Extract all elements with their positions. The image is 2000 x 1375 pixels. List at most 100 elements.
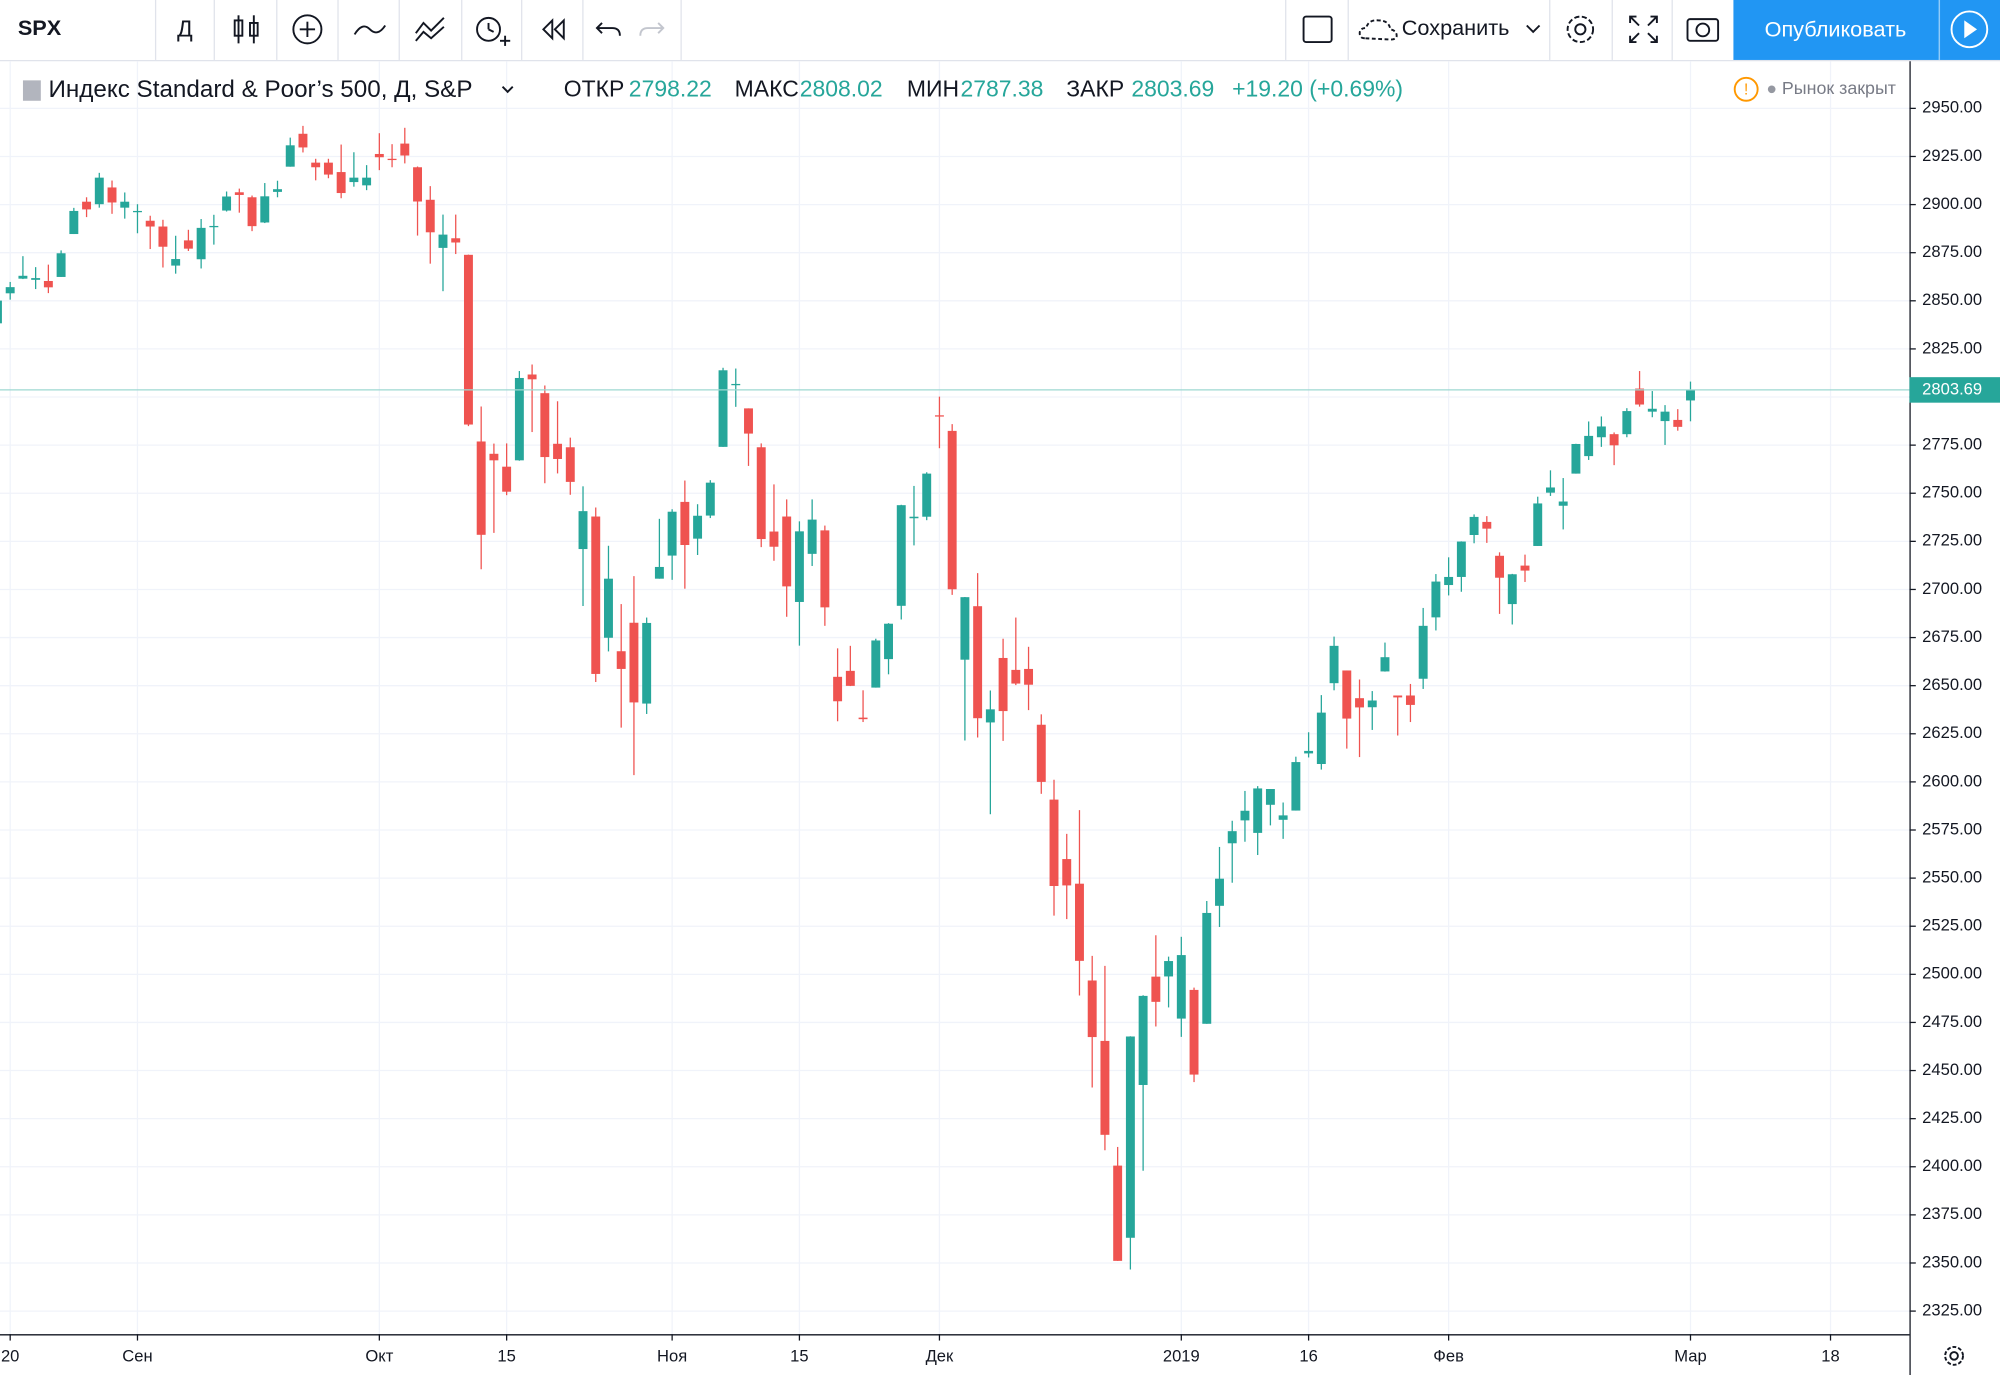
x-tick-label: Мар bbox=[1674, 1347, 1706, 1366]
high-label: МАКС bbox=[735, 76, 799, 102]
x-tick-label: 15 bbox=[497, 1347, 515, 1366]
candle-body bbox=[1227, 831, 1237, 844]
legend: Индекс Standard & Poor’s 500, Д, S&P ОТК… bbox=[22, 76, 1896, 103]
interval[interactable]: Д bbox=[177, 16, 193, 42]
candle-body bbox=[1507, 574, 1517, 605]
candle-body bbox=[896, 505, 906, 606]
grid bbox=[0, 61, 1910, 1335]
stream-icon bbox=[1950, 10, 1989, 49]
candle-body bbox=[693, 515, 703, 539]
candle-body bbox=[222, 196, 232, 211]
candles-icon[interactable] bbox=[233, 15, 259, 44]
candle-body bbox=[374, 153, 384, 158]
candle-body bbox=[1660, 411, 1670, 422]
candle-body bbox=[1635, 388, 1645, 405]
low-label: МИН bbox=[907, 76, 959, 102]
candle-body bbox=[69, 210, 79, 235]
candle-body bbox=[502, 466, 512, 492]
candle-body bbox=[744, 408, 753, 434]
candle-body bbox=[43, 280, 53, 288]
x-tick-label: 18 bbox=[1821, 1347, 1839, 1366]
last-price-box bbox=[1909, 377, 2000, 403]
candle-body bbox=[1215, 878, 1224, 906]
candle-body bbox=[922, 473, 932, 517]
redo-icon[interactable] bbox=[639, 22, 665, 36]
candle-body bbox=[1405, 695, 1415, 705]
candle-body bbox=[1686, 389, 1695, 401]
candle-body bbox=[209, 225, 219, 228]
candle-body bbox=[1367, 700, 1377, 708]
x-tick-label: Окт bbox=[365, 1347, 393, 1366]
status-icon-mark: ! bbox=[1744, 82, 1748, 99]
candle-body bbox=[1164, 961, 1174, 977]
axes: 2325.00 2350.00 2375.00 2400.00 2425.00 2450.… bbox=[0, 61, 2000, 1375]
axis-settings-icon[interactable] bbox=[1944, 1345, 1964, 1366]
candle-body bbox=[1138, 995, 1148, 1085]
y-tick-label: 2750.00 bbox=[1922, 483, 1982, 502]
close-label: ЗАКР bbox=[1066, 76, 1124, 102]
candle-body bbox=[998, 657, 1008, 712]
candle-body bbox=[1342, 670, 1352, 719]
y-tick-label: 2325.00 bbox=[1922, 1300, 1982, 1319]
open-label: ОТКР bbox=[564, 76, 625, 102]
fullscreen-icon[interactable] bbox=[1629, 15, 1658, 44]
candle-body bbox=[1062, 859, 1072, 886]
title-menu[interactable] bbox=[501, 86, 514, 94]
y-tick-label: 2775.00 bbox=[1922, 435, 1982, 454]
toolbar: SPX Д Сохранить Опубликовать bbox=[0, 0, 2000, 62]
status-icon[interactable] bbox=[1733, 76, 1759, 102]
candle-body bbox=[1265, 789, 1275, 805]
candle-body bbox=[323, 162, 333, 175]
candle-body bbox=[336, 172, 346, 194]
x-tick-label: 16 bbox=[1299, 1347, 1317, 1366]
candle-body bbox=[387, 158, 397, 161]
candle-body bbox=[1571, 443, 1581, 474]
candle-body bbox=[82, 201, 92, 210]
series-title: Индекс Standard & Poor’s 500, Д, S&P bbox=[48, 76, 472, 103]
candle-body bbox=[1011, 669, 1021, 684]
toolbar-bg bbox=[0, 0, 2000, 60]
save-button[interactable]: Сохранить bbox=[1402, 15, 1510, 40]
symbol[interactable]: SPX bbox=[18, 15, 62, 40]
candle-body bbox=[1673, 419, 1683, 427]
market-status: Рынок закрыт bbox=[1782, 78, 1896, 98]
candle-body bbox=[705, 482, 715, 516]
y-tick-label: 2450.00 bbox=[1922, 1060, 1982, 1079]
layout-icon[interactable] bbox=[1302, 15, 1333, 44]
y-tick-label: 2575.00 bbox=[1922, 819, 1982, 838]
candle-body bbox=[794, 531, 804, 602]
candle-body bbox=[1151, 976, 1161, 1002]
candle-body bbox=[591, 516, 601, 674]
candle-body bbox=[298, 133, 308, 148]
replay-icon[interactable] bbox=[542, 18, 565, 41]
candle-body bbox=[145, 220, 155, 227]
undo-icon[interactable] bbox=[595, 22, 621, 36]
templates-icon[interactable] bbox=[415, 17, 445, 42]
candle-body bbox=[133, 210, 142, 213]
candle-body bbox=[413, 167, 422, 202]
candle-body bbox=[514, 377, 524, 461]
y-tick-label: 2550.00 bbox=[1922, 867, 1982, 886]
x-tick-label: Дек bbox=[926, 1347, 954, 1366]
settings-icon[interactable] bbox=[1566, 15, 1595, 44]
candle-body bbox=[451, 238, 461, 243]
screenshot-icon[interactable] bbox=[1686, 18, 1720, 42]
indicators-icon[interactable] bbox=[353, 24, 386, 35]
save-menu[interactable] bbox=[1526, 24, 1541, 34]
candle-body bbox=[107, 187, 117, 203]
y-tick-label: 2925.00 bbox=[1922, 146, 1982, 165]
compare-icon[interactable] bbox=[292, 14, 323, 45]
cloud-icon[interactable] bbox=[1358, 19, 1398, 41]
publish-button[interactable] bbox=[1733, 0, 1939, 60]
candle-body bbox=[400, 143, 410, 156]
candle-body bbox=[1469, 516, 1479, 536]
publish-label[interactable]: Опубликовать bbox=[1765, 16, 1907, 41]
candle-body bbox=[1329, 645, 1339, 684]
candle-body bbox=[1291, 762, 1301, 811]
candle-body bbox=[260, 196, 270, 223]
candle-body bbox=[1546, 487, 1555, 493]
alert-icon[interactable] bbox=[476, 16, 511, 46]
plot bbox=[0, 125, 1910, 1270]
candle-body bbox=[960, 597, 970, 660]
